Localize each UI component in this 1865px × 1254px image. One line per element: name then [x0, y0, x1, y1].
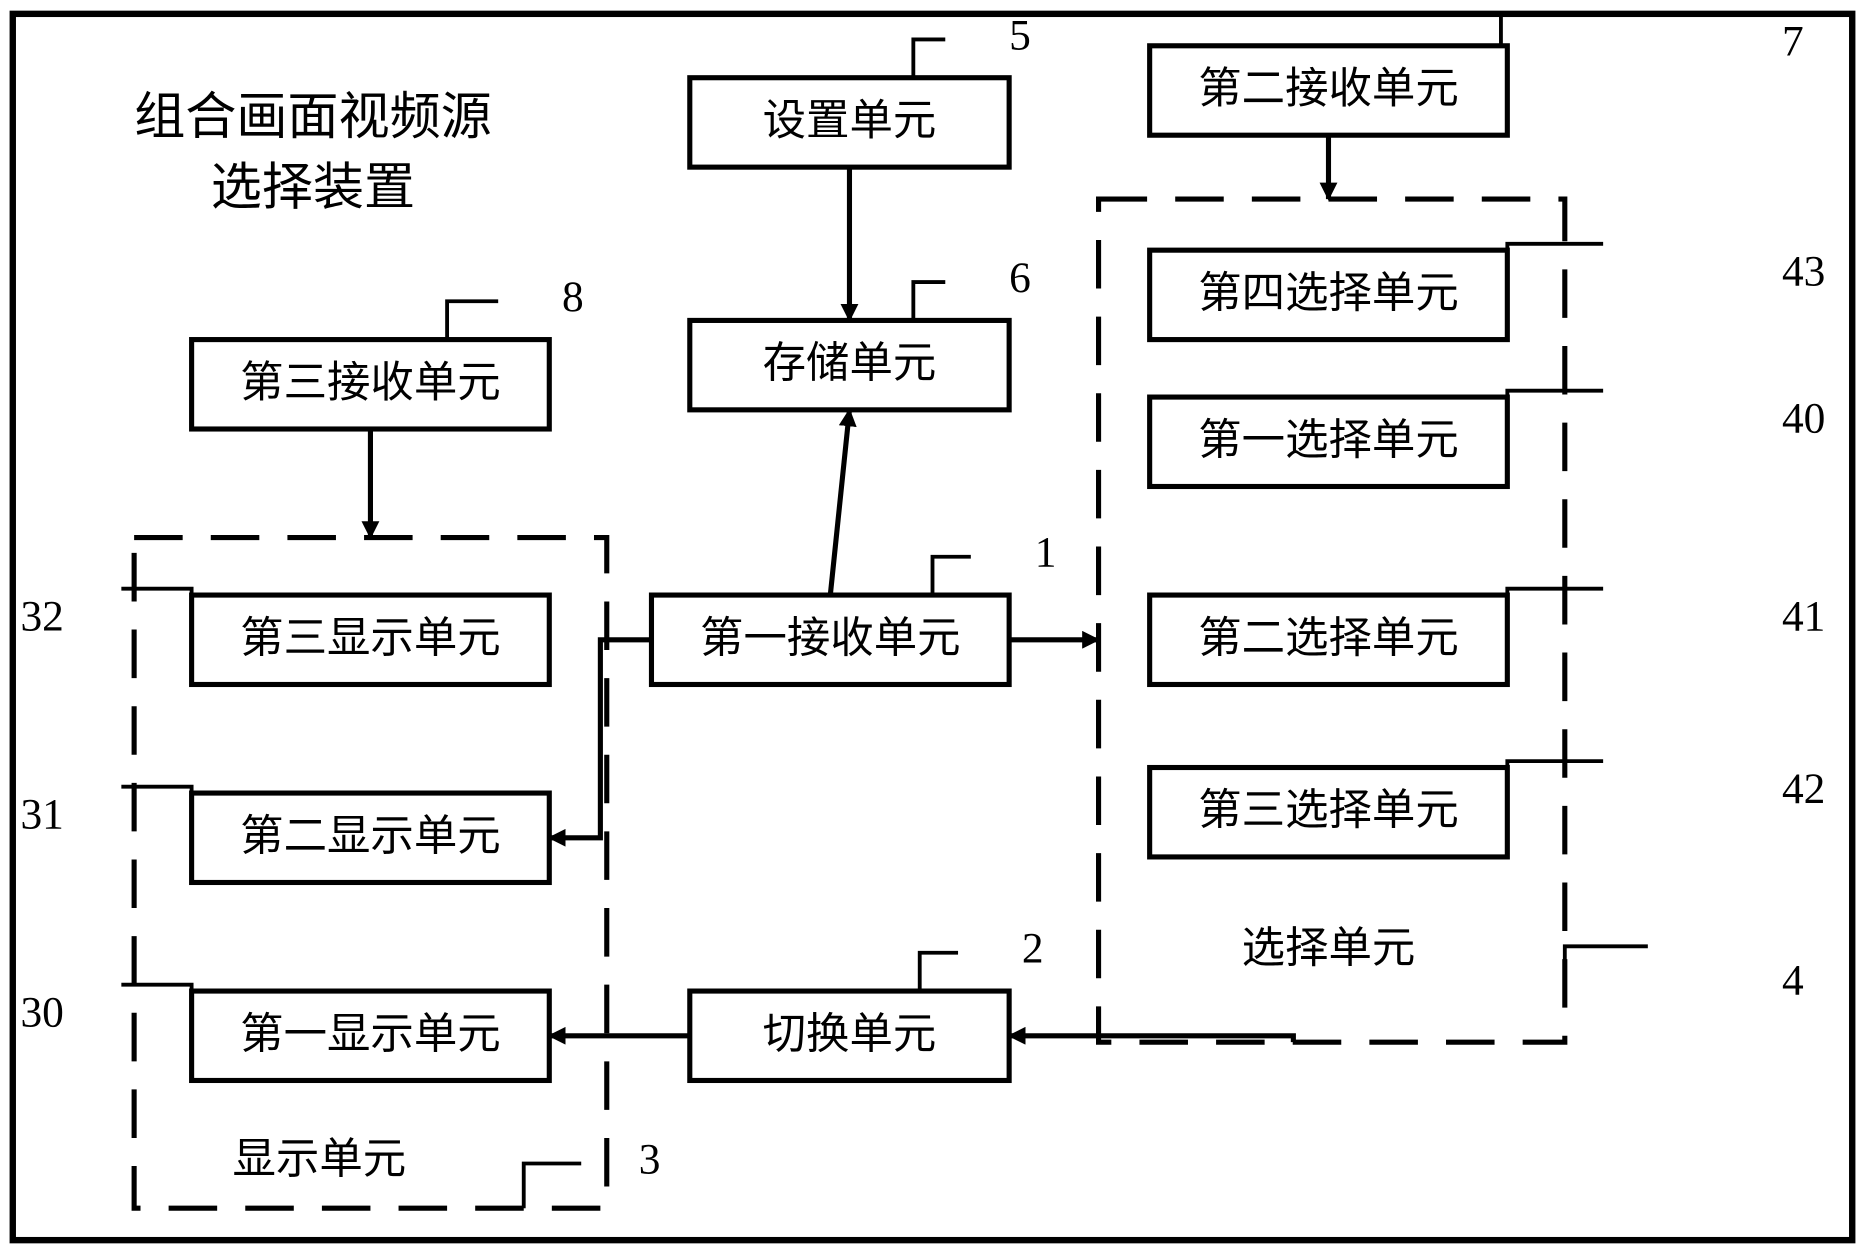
arrow — [830, 410, 849, 595]
refnum-42: 42 — [1782, 765, 1825, 813]
leader-6 — [913, 282, 945, 320]
refnum-43: 43 — [1782, 248, 1825, 296]
leader-1 — [933, 557, 971, 595]
leader-8 — [447, 301, 498, 339]
diagram-title-line2: 选择装置 — [211, 159, 415, 216]
refnum-41: 41 — [1782, 593, 1825, 641]
refnum-40: 40 — [1782, 395, 1825, 443]
sel2-label: 第二选择单元 — [1198, 614, 1459, 662]
select-group-label: 选择单元 — [1242, 925, 1416, 973]
setting-label: 设置单元 — [763, 97, 937, 145]
refnum-7: 7 — [1782, 18, 1804, 66]
refnum-30: 30 — [20, 989, 63, 1037]
refnum-8: 8 — [562, 273, 584, 321]
leader-5 — [913, 39, 945, 77]
sel4-label: 第四选择单元 — [1198, 269, 1459, 317]
refnum-1: 1 — [1035, 529, 1057, 577]
refnum-2: 2 — [1022, 925, 1044, 973]
sel1-label: 第一选择单元 — [1198, 416, 1459, 464]
disp2-label: 第二显示单元 — [240, 812, 501, 860]
disp1-label: 第一显示单元 — [240, 1010, 501, 1058]
disp3-label: 第三显示单元 — [240, 614, 501, 662]
sel3-label: 第三选择单元 — [1198, 787, 1459, 835]
leader-40 — [1507, 391, 1603, 423]
leader-2 — [920, 953, 958, 991]
leader-30 — [121, 985, 191, 1017]
refnum-3: 3 — [639, 1135, 661, 1183]
recv1-label: 第一接收单元 — [700, 614, 961, 662]
display-group-label: 显示单元 — [232, 1135, 406, 1183]
leader-41 — [1507, 589, 1603, 621]
diagram-canvas: 组合画面视频源选择装置显示单元 选择单元 设置单元存储单元第一接收单元切换单元 第二接… — [0, 0, 1865, 1254]
recv3-label: 第三接收单元 — [240, 359, 501, 407]
switch-label: 切换单元 — [763, 1010, 937, 1058]
refnum-31: 31 — [20, 791, 63, 839]
leader-43 — [1507, 244, 1603, 276]
diagram-title-line1: 组合画面视频源 — [134, 89, 492, 146]
refnum-32: 32 — [20, 593, 63, 641]
recv2-label: 第二接收单元 — [1198, 65, 1459, 113]
refnum-4: 4 — [1782, 957, 1804, 1005]
refnum-5: 5 — [1009, 11, 1031, 59]
storage-label: 存储单元 — [763, 340, 937, 388]
leader-3 — [524, 1164, 581, 1209]
leader-4 — [1565, 946, 1648, 984]
leader-7 — [1501, 14, 1571, 46]
leader-42 — [1507, 761, 1603, 793]
refnum-6: 6 — [1009, 254, 1031, 302]
arrow — [549, 640, 651, 838]
